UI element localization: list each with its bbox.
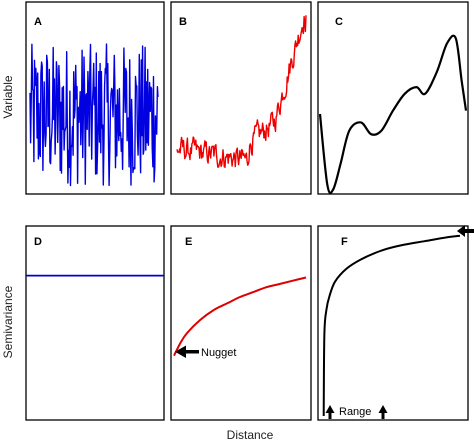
- panel-c-frame: [317, 1, 469, 195]
- y-axis-title-top: Variable: [1, 75, 15, 118]
- range-arrow-left-icon: [325, 405, 335, 419]
- y-axis-title-bottom: Semivariance: [1, 285, 15, 358]
- range-annotation: Range: [339, 406, 371, 418]
- sill-arrow-icon: [457, 225, 474, 237]
- panel-letter-a: A: [34, 16, 42, 28]
- range-arrow-right-icon: [378, 405, 388, 419]
- panel-f-frame: [317, 225, 469, 421]
- series-line-panel-a: [29, 43, 159, 187]
- panel-letter-f: F: [341, 236, 348, 248]
- series-line-panel-f: [322, 234, 461, 417]
- panel-b-frame: [170, 1, 312, 195]
- series-line-panel-b: [176, 15, 307, 168]
- x-axis-title: Distance: [227, 428, 274, 442]
- panel-e-frame: [170, 225, 312, 421]
- panel-letter-e: E: [185, 236, 192, 248]
- series-line-panel-e: [173, 276, 307, 357]
- panel-letter-b: B: [179, 16, 187, 28]
- nugget-annotation: Nugget: [201, 347, 236, 359]
- panel-letter-c: C: [335, 16, 343, 28]
- series-line-panel-c: [318, 34, 468, 195]
- panel-d-frame: [25, 225, 165, 421]
- panel-letter-d: D: [34, 236, 42, 248]
- nugget-arrow-icon: [175, 345, 199, 358]
